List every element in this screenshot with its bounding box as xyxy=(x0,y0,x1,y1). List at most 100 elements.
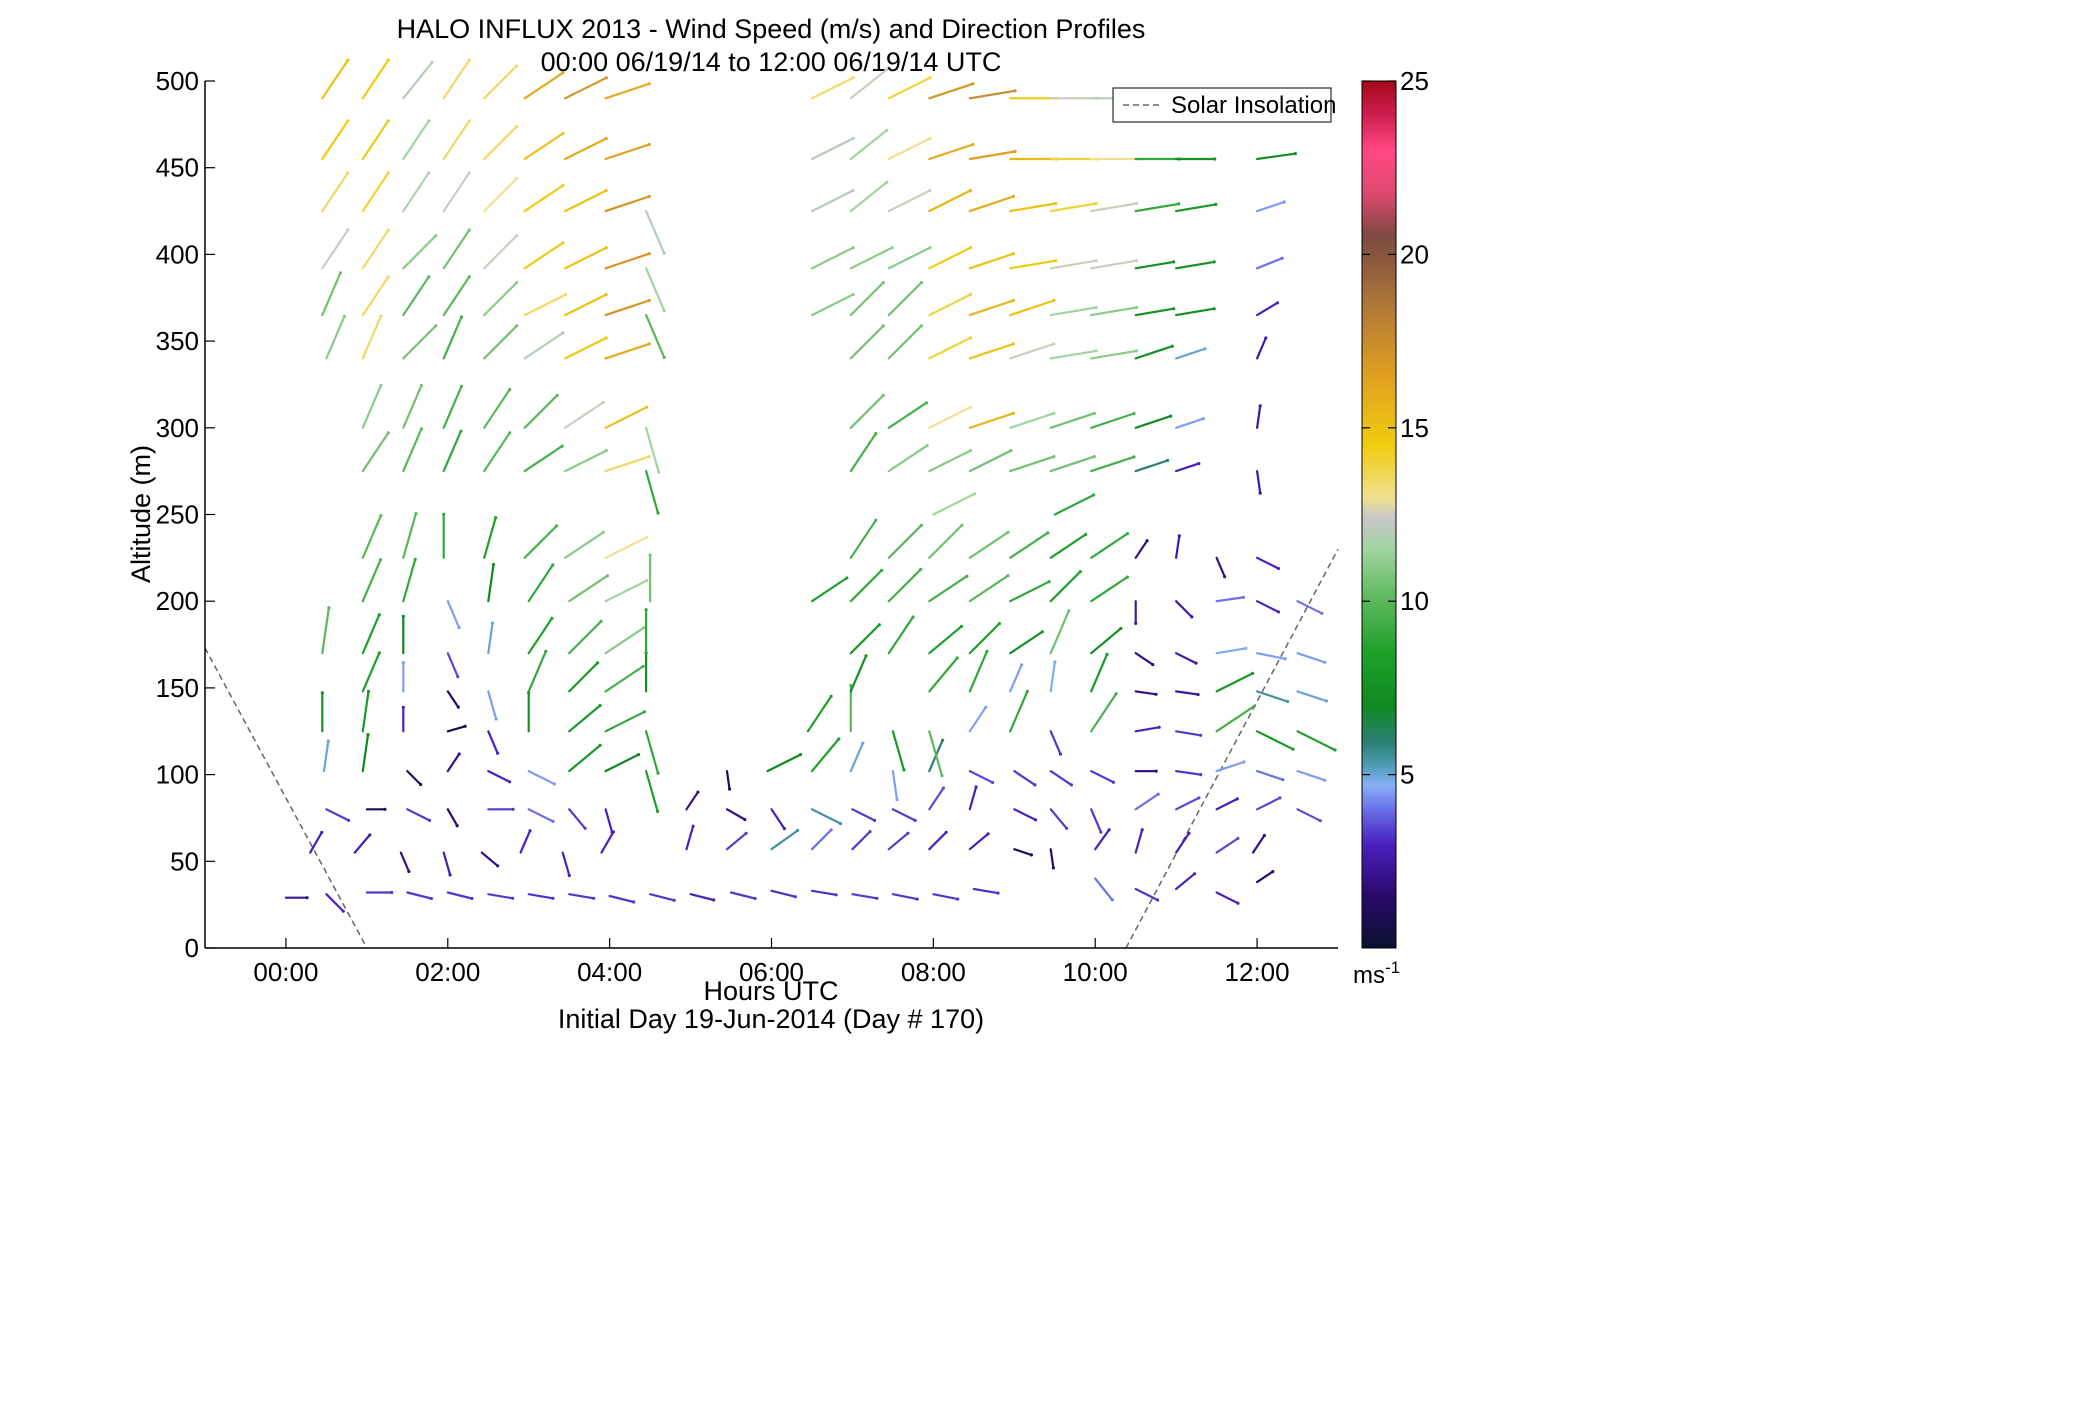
wind-vector-head xyxy=(641,664,645,668)
colorbar-unit-exponent: -1 xyxy=(1385,958,1400,977)
wind-vector-head xyxy=(347,818,351,823)
wind-vector-head xyxy=(885,128,889,132)
wind-vector-head xyxy=(368,833,372,837)
wind-vector-head xyxy=(386,58,390,62)
wind-vector-head xyxy=(1276,566,1280,571)
wind-vector xyxy=(523,394,559,429)
wind-vector xyxy=(810,246,855,270)
wind-vector xyxy=(968,195,1015,213)
wind-vector-head xyxy=(1105,652,1109,657)
plot-area: 00:00 02:00 04:00 06:00 08:00 10:00 12:00 0 50 1… xyxy=(156,58,1339,987)
wind-vector-head xyxy=(1190,615,1194,619)
wind-vector xyxy=(527,650,547,693)
wind-vector xyxy=(1255,796,1282,811)
wind-vector xyxy=(968,449,1013,473)
wind-vector xyxy=(527,808,555,823)
wind-vector-head xyxy=(1235,797,1239,801)
x-tick-label: 08:00 xyxy=(901,957,966,987)
wind-vector xyxy=(928,786,945,811)
wind-vector-head xyxy=(561,183,565,188)
wind-vector xyxy=(644,730,660,775)
wind-vector-head xyxy=(508,387,512,392)
wind-vector xyxy=(604,143,651,161)
wind-vector xyxy=(361,119,390,161)
wind-vector xyxy=(446,600,461,629)
x-axis-label: Hours UTC xyxy=(703,976,838,1006)
wind-vector xyxy=(1134,260,1175,270)
wind-vector-head xyxy=(1318,819,1322,823)
wind-vector-head xyxy=(604,188,608,193)
wind-vector xyxy=(851,893,879,900)
wind-vector xyxy=(1255,470,1262,495)
x-tick-label: 06:00 xyxy=(739,957,804,987)
wind-vector-head xyxy=(1212,260,1216,264)
wind-vector-head xyxy=(1020,663,1024,667)
wind-vector xyxy=(1134,415,1172,429)
wind-vector-head xyxy=(1083,533,1088,537)
wind-vector-head xyxy=(1197,796,1201,800)
wind-vector xyxy=(810,808,842,825)
wind-vector-head xyxy=(971,142,975,147)
x-axis-ticks: 00:00 02:00 04:00 06:00 08:00 10:00 12:00 xyxy=(253,938,1290,987)
wind-vector xyxy=(523,445,564,473)
wind-vector-head xyxy=(434,324,438,328)
wind-vector xyxy=(1174,600,1193,619)
wind-vector xyxy=(604,195,651,213)
wind-vector xyxy=(932,492,976,516)
wind-vector xyxy=(1009,580,1051,603)
wind-vector-head xyxy=(782,827,787,831)
wind-vector xyxy=(1215,797,1239,811)
wind-vector-head xyxy=(928,246,932,250)
wind-vector xyxy=(523,293,567,317)
wind-vector-head xyxy=(1156,898,1160,902)
wind-vector xyxy=(563,137,608,161)
wind-vector-head xyxy=(919,281,924,285)
wind-vector xyxy=(1296,769,1326,782)
wind-vector-head xyxy=(430,60,434,64)
wind-vector xyxy=(483,234,518,270)
wind-vector xyxy=(361,275,390,317)
wind-vector xyxy=(887,246,932,270)
wind-vector xyxy=(851,830,872,851)
wind-vector-head xyxy=(868,830,872,834)
wind-vector-head xyxy=(561,331,565,335)
wind-vector-head xyxy=(457,626,461,630)
wind-vector-head xyxy=(880,568,884,573)
wind-vector-head xyxy=(874,518,878,522)
wind-vector-head xyxy=(885,68,889,72)
wind-vector-head xyxy=(1276,610,1280,614)
wind-vector xyxy=(1255,870,1274,884)
wind-vector-head xyxy=(427,119,431,123)
wind-vector-head xyxy=(925,444,929,448)
wind-vector xyxy=(442,58,471,100)
wind-vector xyxy=(1009,299,1056,317)
wind-vector-head xyxy=(346,171,350,175)
wind-vector xyxy=(1134,539,1149,559)
wind-vector xyxy=(928,575,969,603)
wind-vector xyxy=(887,189,932,213)
wind-vector-head xyxy=(1199,773,1203,777)
wind-vector-head xyxy=(1323,778,1327,782)
wind-vector xyxy=(689,893,715,902)
wind-vector xyxy=(406,808,431,822)
wind-vector xyxy=(810,293,855,317)
wind-vector-head xyxy=(647,298,651,303)
wind-vector xyxy=(1255,301,1279,317)
wind-vector-head xyxy=(1067,609,1071,613)
wind-vector xyxy=(1049,202,1098,213)
wind-vector-head xyxy=(647,142,651,147)
wind-vector xyxy=(1255,152,1297,161)
wind-vector xyxy=(891,769,899,801)
wind-vector xyxy=(1009,663,1023,693)
wind-vector xyxy=(321,171,349,213)
wind-vector xyxy=(1215,891,1240,905)
wind-vector-head xyxy=(377,613,381,617)
wind-vector xyxy=(1134,793,1160,811)
wind-vector xyxy=(887,76,932,100)
y-tick-label: 500 xyxy=(156,66,199,96)
wind-vector xyxy=(1296,600,1323,615)
wind-vector xyxy=(406,891,433,900)
wind-vector-head xyxy=(829,828,833,832)
wind-vector xyxy=(1090,412,1136,429)
wind-vector xyxy=(849,281,885,317)
